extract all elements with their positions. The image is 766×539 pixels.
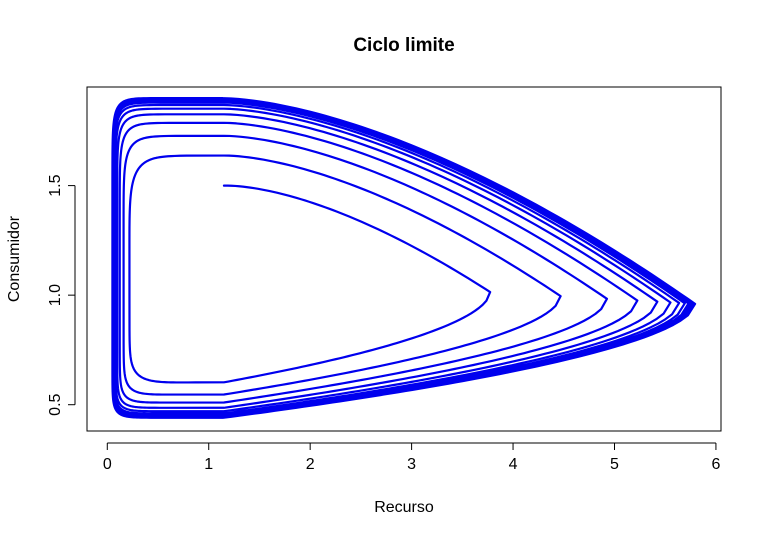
x-axis-label: Recurso (374, 499, 434, 516)
chart-title: Ciclo limite (353, 35, 454, 56)
y-tick-label: 1.5 (47, 174, 64, 196)
trajectory-series (111, 97, 697, 419)
x-tick-label: 4 (509, 456, 518, 473)
trajectory-line (111, 97, 697, 419)
y-tick-label: 0.5 (47, 393, 64, 415)
x-tick-label: 5 (610, 456, 619, 473)
x-tick-label: 1 (204, 456, 213, 473)
y-axis: 0.5 1.0 1.5 (47, 174, 76, 416)
x-tick-label: 3 (407, 456, 416, 473)
x-tick-label: 2 (306, 456, 315, 473)
plot-frame (86, 86, 722, 432)
x-axis: 0 1 2 3 4 5 6 (103, 442, 720, 473)
x-tick-label: 0 (103, 456, 112, 473)
y-tick-label: 1.0 (47, 284, 64, 306)
x-tick-label: 6 (711, 456, 720, 473)
y-axis-label: Consumidor (6, 215, 23, 302)
